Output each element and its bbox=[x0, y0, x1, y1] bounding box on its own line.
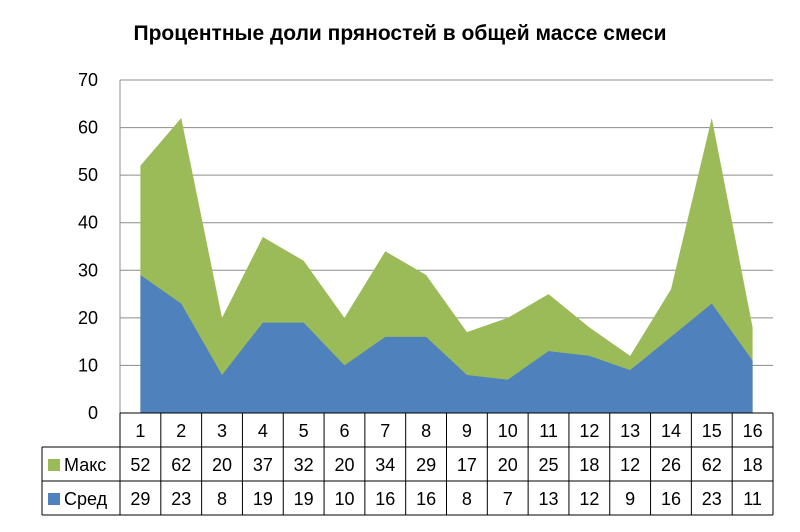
y-tick-label: 40 bbox=[78, 213, 98, 233]
legend-swatch-Макс bbox=[48, 459, 60, 471]
data-label: 37 bbox=[253, 455, 273, 475]
data-label: 12 bbox=[579, 489, 599, 509]
data-label: 16 bbox=[416, 489, 436, 509]
x-tick-label: 7 bbox=[380, 421, 390, 441]
y-tick-label: 10 bbox=[78, 355, 98, 375]
data-label: 18 bbox=[579, 455, 599, 475]
data-label: 10 bbox=[334, 489, 354, 509]
legend-label: Сред bbox=[64, 489, 108, 509]
y-tick-label: 50 bbox=[78, 165, 98, 185]
data-label: 29 bbox=[130, 489, 150, 509]
x-tick-label: 12 bbox=[579, 421, 599, 441]
y-tick-label: 60 bbox=[78, 118, 98, 138]
chart-title: Процентные доли пряностей в общей массе … bbox=[134, 22, 667, 45]
data-label: 32 bbox=[294, 455, 314, 475]
data-label: 29 bbox=[416, 455, 436, 475]
x-tick-label: 9 bbox=[462, 421, 472, 441]
data-label: 12 bbox=[620, 455, 640, 475]
data-label: 19 bbox=[294, 489, 314, 509]
data-label: 8 bbox=[217, 489, 227, 509]
data-label: 20 bbox=[334, 455, 354, 475]
data-label: 20 bbox=[212, 455, 232, 475]
data-label: 23 bbox=[171, 489, 191, 509]
y-axis: 0 10 20 30 40 50 60 70 bbox=[78, 70, 121, 423]
x-tick-label: 11 bbox=[539, 421, 558, 441]
y-tick-label: 0 bbox=[88, 403, 98, 423]
data-label: 19 bbox=[253, 489, 273, 509]
data-label: 52 bbox=[130, 455, 150, 475]
x-tick-label: 4 bbox=[258, 421, 268, 441]
data-label: 16 bbox=[661, 489, 681, 509]
x-tick-label: 6 bbox=[339, 421, 349, 441]
data-label: 62 bbox=[702, 455, 722, 475]
data-label: 62 bbox=[171, 455, 191, 475]
x-tick-label: 3 bbox=[217, 421, 227, 441]
y-tick-label: 20 bbox=[78, 308, 98, 328]
legend-label: Макс bbox=[64, 455, 106, 475]
area-series-Сред bbox=[140, 275, 753, 413]
x-tick-label: 15 bbox=[702, 421, 722, 441]
x-tick-label: 5 bbox=[299, 421, 309, 441]
data-label: 8 bbox=[462, 489, 472, 509]
data-label: 16 bbox=[375, 489, 395, 509]
x-tick-label: 14 bbox=[661, 421, 681, 441]
y-tick-label: 70 bbox=[78, 70, 98, 90]
x-tick-label: 16 bbox=[743, 421, 763, 441]
x-tick-label: 8 bbox=[421, 421, 431, 441]
data-label: 7 bbox=[503, 489, 513, 509]
data-label: 26 bbox=[661, 455, 681, 475]
x-tick-label: 2 bbox=[176, 421, 186, 441]
data-label: 13 bbox=[539, 489, 559, 509]
x-tick-label: 13 bbox=[620, 421, 640, 441]
data-label: 23 bbox=[702, 489, 722, 509]
x-tick-label: 1 bbox=[135, 421, 145, 441]
data-label: 34 bbox=[375, 455, 395, 475]
data-label: 25 bbox=[539, 455, 559, 475]
y-tick-label: 30 bbox=[78, 260, 98, 280]
legend-swatch-Сред bbox=[48, 493, 60, 505]
data-label: 11 bbox=[743, 489, 762, 509]
data-label: 20 bbox=[498, 455, 518, 475]
data-label: 9 bbox=[625, 489, 635, 509]
plot-areas bbox=[140, 118, 753, 414]
data-label: 17 bbox=[457, 455, 477, 475]
x-tick-label: 10 bbox=[498, 421, 518, 441]
data-label: 18 bbox=[743, 455, 763, 475]
